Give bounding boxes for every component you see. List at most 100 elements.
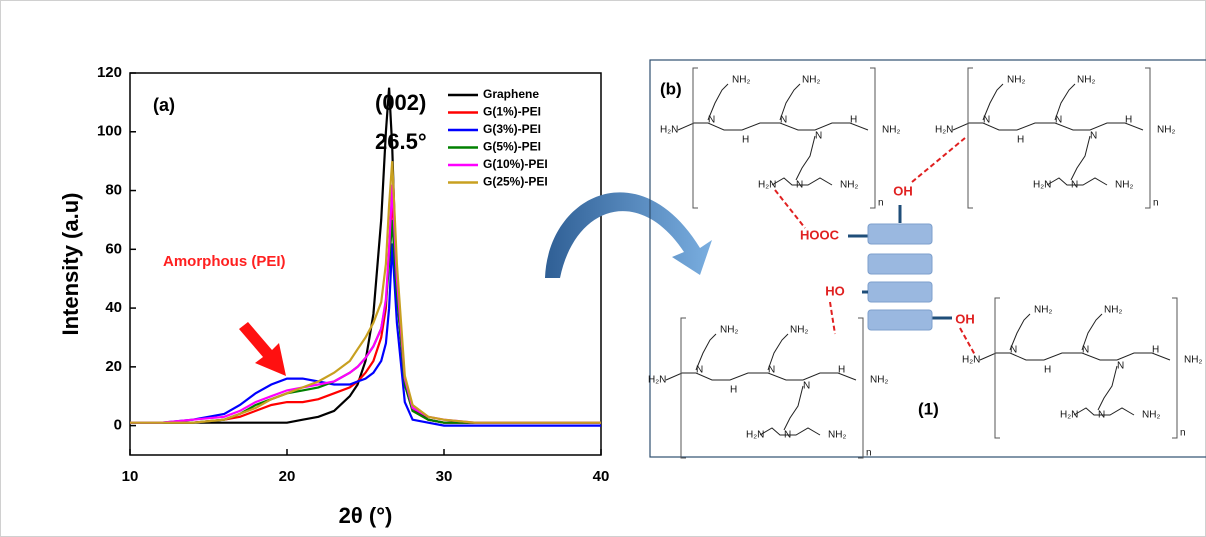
panel-label: (b) — [660, 79, 682, 98]
peak-label: (002) — [375, 90, 426, 115]
diagram-box — [649, 59, 1206, 458]
branch — [1073, 407, 1135, 416]
atom-label: H₂N — [1033, 180, 1051, 191]
y-tick-label: 120 — [97, 64, 122, 81]
branch — [1081, 313, 1103, 351]
atom-label: N — [696, 365, 703, 376]
atom-label: H₂N — [660, 125, 678, 136]
series-line — [130, 161, 601, 424]
series-line — [130, 219, 601, 424]
atom-label: H₂N — [1060, 410, 1078, 421]
atom-label: NH₂ — [802, 75, 820, 86]
graphene-sheet — [867, 223, 933, 245]
x-axis-label: 2θ (°) — [339, 503, 393, 528]
atom-label: NH₂ — [882, 125, 900, 136]
atom-label: N — [784, 430, 791, 441]
h-bond — [829, 301, 836, 335]
atom-label: H — [1125, 115, 1132, 126]
atom-label: H — [730, 385, 737, 396]
graphene-sheet — [867, 281, 933, 303]
branch — [1009, 313, 1031, 351]
atom-label: N — [815, 131, 822, 142]
atom-label: H — [838, 365, 845, 376]
atom-label: n — [878, 198, 884, 209]
atom-label: N — [796, 180, 803, 191]
branch — [707, 83, 729, 121]
atom-label: H — [1044, 365, 1051, 376]
branch — [771, 177, 833, 186]
legend-label: G(25%)-PEI — [483, 175, 548, 189]
h-bond — [959, 327, 976, 356]
group-label: OH — [955, 311, 975, 326]
atom-label: N — [780, 115, 787, 126]
atom-label: NH₂ — [1034, 305, 1052, 316]
group-label: HOOC — [800, 227, 840, 242]
atom-label: n — [866, 448, 872, 459]
atom-label: N — [983, 115, 990, 126]
atom-label: N — [803, 381, 810, 392]
annotation-arrow — [239, 322, 286, 376]
x-tick-label: 30 — [436, 468, 453, 485]
branch — [767, 333, 789, 371]
chain — [677, 122, 869, 131]
atom-label: NH₂ — [840, 180, 858, 191]
group-label: HO — [825, 283, 845, 298]
branch — [695, 333, 717, 371]
annotation: Amorphous (PEI) — [163, 253, 286, 270]
atom-label: NH₂ — [1142, 410, 1160, 421]
y-tick-label: 80 — [105, 182, 122, 199]
atom-label: H — [1017, 135, 1024, 146]
panel-label: (a) — [153, 95, 175, 115]
atom-label: NH₂ — [1115, 180, 1133, 191]
series-line — [130, 196, 601, 424]
atom-label: NH₂ — [1104, 305, 1122, 316]
group-label: OH — [893, 183, 913, 198]
atom-label: H₂N — [935, 125, 953, 136]
atom-label: NH₂ — [732, 75, 750, 86]
atom-label: N — [1098, 410, 1105, 421]
bracket — [680, 317, 864, 459]
graphene-sheet — [867, 309, 933, 331]
diagram: HOOC OH HO OH (b) (1) H₂N N H N N H NH₂ NH₂ NH₂ H… — [648, 67, 1202, 459]
y-tick-label: 40 — [105, 299, 122, 316]
compound-label: (1) — [918, 399, 939, 418]
atom-label: N — [1090, 131, 1097, 142]
atom-label: n — [1153, 198, 1159, 209]
branch — [1097, 365, 1118, 411]
atom-label: N — [768, 365, 775, 376]
branch — [1070, 135, 1091, 181]
atom-label: H — [742, 135, 749, 146]
graphene-sheet — [867, 253, 933, 275]
xrd-plot: 10 20 30 40 0 20 40 60 80 100 120 2θ (°) Intensity (… — [58, 64, 610, 528]
atom-label: NH₂ — [828, 430, 846, 441]
atom-label: NH₂ — [870, 375, 888, 386]
peak-position: 26.5° — [375, 129, 427, 154]
legend-label: G(10%)-PEI — [483, 157, 548, 171]
atom-label: NH₂ — [1184, 355, 1202, 366]
chain — [952, 122, 1144, 131]
bracket — [692, 67, 876, 209]
legend-label: G(5%)-PEI — [483, 140, 541, 154]
x-tick-label: 20 — [279, 468, 296, 485]
atom-label: H — [1152, 345, 1159, 356]
y-tick-label: 0 — [114, 417, 122, 434]
legend-label: G(3%)-PEI — [483, 122, 541, 136]
atom-label: N — [1082, 345, 1089, 356]
atom-label: N — [1010, 345, 1017, 356]
y-axis-label: Intensity (a.u) — [58, 192, 83, 335]
atom-label: NH₂ — [1157, 125, 1175, 136]
atom-label: H₂N — [648, 375, 666, 386]
atom-label: N — [1117, 361, 1124, 372]
branch — [795, 135, 816, 181]
atom-label: N — [1071, 180, 1078, 191]
branch — [1054, 83, 1076, 121]
legend-label: Graphene — [483, 87, 539, 101]
x-tick-label: 10 — [122, 468, 139, 485]
atom-label: NH₂ — [720, 325, 738, 336]
series-line — [130, 243, 601, 427]
chain — [979, 352, 1171, 361]
atom-label: H — [850, 115, 857, 126]
atom-label: n — [1180, 428, 1186, 439]
x-tick-label: 40 — [593, 468, 610, 485]
